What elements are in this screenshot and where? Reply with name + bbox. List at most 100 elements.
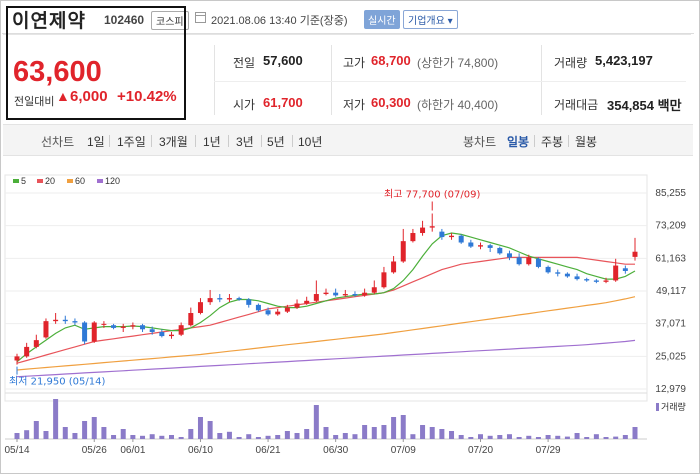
y-tick-label: 85,255 [655,188,686,199]
volume-bar [574,433,580,439]
x-tick-label: 07/29 [536,445,561,456]
volume-bar [169,435,174,439]
period-1d[interactable]: 1일 [87,135,105,149]
volume-bar [313,405,319,439]
candle [603,280,609,282]
volume-legend-label: 거래량 [661,401,686,413]
upper-limit: (상한가 74,800) [417,56,499,70]
legend-label: 60 [75,176,85,186]
market-badge: 코스피 [151,11,189,30]
candle [487,245,493,248]
candle [468,242,474,247]
high-label: 고가 [343,56,366,70]
candle [323,292,329,295]
candle [111,325,117,328]
volume-bar [400,415,406,439]
divider [261,135,262,147]
volume-bar [14,433,20,439]
volume-bar [564,436,570,439]
volume-bar [545,435,551,439]
up-arrow-icon: ▲ [56,88,70,104]
divider [151,135,152,147]
candle [362,292,368,296]
volume-bar [381,425,387,439]
candle [246,299,252,305]
volume-bar [632,427,638,439]
annotations: 최고 77,700 (07/09) 최저 21,950 (05/14) [9,188,480,387]
lower-limit: (하한가 40,400) [417,98,499,112]
chart-grid [4,174,648,402]
period-monthly[interactable]: 월봉 [575,135,598,149]
change-rate: +10.42% [117,88,177,105]
volume-bar [217,433,223,439]
candlestick-chart[interactable]: 5 20 60 120 85,255 73,209 61,163 49,117 37,071 2… [3,167,693,467]
divider [568,135,569,147]
candle [101,323,107,325]
volume-bar [72,433,78,439]
x-axis: 05/14 05/26 06/01 06/10 06/21 06/30 07/09 07/20… [4,439,561,456]
volume-bar [342,433,348,439]
x-tick-label: 05/14 [4,445,29,456]
volume-bar [333,435,339,439]
volume-bar [323,427,329,439]
ma5-line [16,232,636,363]
volume-bar [506,434,512,439]
divider [228,135,229,147]
period-1w[interactable]: 1주일 [117,135,146,149]
open-value: 61,700 [263,95,303,110]
volume-bar [130,435,136,439]
period-3y[interactable]: 3년 [236,135,254,149]
divider [331,45,332,115]
high-value: 68,700 [371,53,411,68]
candle [284,307,290,312]
candle [14,356,20,361]
legend-swatch [67,179,73,183]
volume-bar [275,435,281,439]
period-10y[interactable]: 10년 [298,135,323,149]
candle [188,313,194,326]
moving-average-lines [16,232,636,378]
volume-bar [140,435,146,439]
candles [14,213,638,365]
candle [294,303,300,308]
candle [342,294,348,296]
volume-bar [371,427,377,439]
candle [91,322,97,342]
candle [149,329,155,332]
divider [195,135,196,147]
volume-bar [62,427,68,439]
period-daily[interactable]: 일봉 [507,135,530,149]
candle [564,273,570,277]
candle [497,247,503,254]
volume-bar [111,435,117,439]
timestamp: 2021.08.06 13:40 기준(장중) [211,15,348,27]
realtime-button[interactable]: 실시간 [364,10,400,29]
volume-bar [24,430,30,439]
stock-name[interactable]: 이연제약 [12,10,86,32]
period-3m[interactable]: 3개월 [159,135,188,149]
period-5y[interactable]: 5년 [267,135,285,149]
volume-bar [352,434,358,439]
candle [632,251,638,257]
legend-label: 120 [105,176,120,186]
period-1y[interactable]: 1년 [203,135,221,149]
volume-bars: 거래량 [5,392,686,440]
change-value: 6,000 [70,88,108,105]
volume-bar [265,435,271,439]
change-label: 전일대비 [14,96,55,108]
y-tick-label: 61,163 [655,253,686,264]
x-tick-label: 06/10 [188,445,213,456]
x-tick-label: 06/30 [323,445,348,456]
volume-bar [255,437,261,439]
y-tick-label: 73,209 [655,221,686,232]
period-weekly[interactable]: 주봉 [541,135,564,149]
volume-bar [53,399,59,439]
prev-close-label: 전일 [233,56,256,70]
divider [214,81,686,82]
divider [534,135,535,147]
stock-header: 이연제약 102460 코스피 2021.08.06 13:40 기준(장중) … [2,2,694,34]
company-overview-dropdown[interactable]: 기업개요 ▾ [403,10,458,29]
candle [24,346,30,357]
candle [207,298,213,303]
candle [120,326,126,328]
